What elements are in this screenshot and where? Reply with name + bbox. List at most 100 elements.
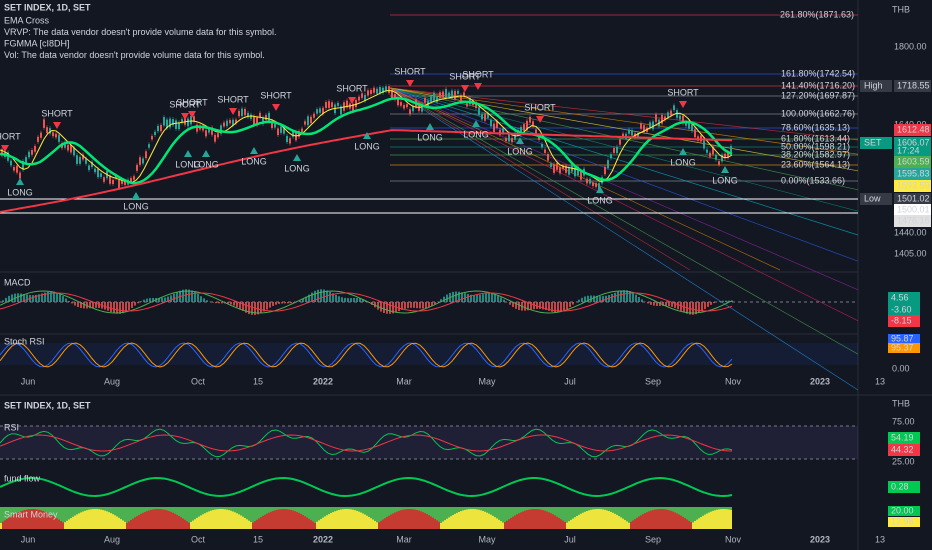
smart-money-bar	[376, 522, 378, 529]
candle	[187, 118, 189, 127]
macd-bar	[290, 302, 292, 304]
smart-money-bar	[200, 515, 202, 529]
candle	[55, 133, 57, 138]
macd-bar	[263, 302, 265, 312]
macd-bar	[362, 299, 364, 302]
smart-money-bar	[124, 507, 126, 529]
macd-bar	[11, 294, 13, 302]
smart-money-bar	[172, 512, 174, 529]
candle	[493, 123, 495, 132]
time-label: Oct	[191, 534, 206, 544]
macd-bar	[245, 302, 247, 313]
macd-bar	[344, 297, 346, 302]
smart-money-bar	[538, 509, 540, 529]
smart-money-bar	[0, 523, 2, 529]
macd-bar	[611, 293, 613, 302]
short-arrow	[229, 108, 237, 115]
smart-money-bar	[568, 521, 570, 529]
candle	[649, 122, 651, 128]
smart-money-bar	[442, 521, 444, 529]
smart-money-bar	[550, 513, 552, 529]
smart-money-bar	[670, 510, 672, 529]
macd-bar	[56, 292, 58, 302]
candle	[508, 133, 510, 142]
candle	[628, 129, 630, 134]
short-signal: SHORT	[462, 69, 494, 79]
candle	[589, 178, 591, 184]
candle	[637, 133, 639, 137]
macd-bar	[311, 292, 313, 302]
smart-money-bar	[38, 509, 40, 529]
smart-money-bar	[108, 512, 110, 529]
smart-money-bar	[548, 512, 550, 529]
candle	[13, 167, 15, 171]
macd-bar	[281, 302, 283, 304]
smart-money-bar	[68, 519, 70, 529]
candle	[724, 153, 726, 159]
macd-bar	[557, 302, 559, 313]
candle	[547, 153, 549, 161]
smart-money-bar	[688, 507, 690, 529]
smart-money-bar	[250, 507, 252, 529]
candle	[460, 95, 462, 103]
macd-bar	[527, 302, 529, 311]
smart-money-bar	[374, 507, 376, 529]
macd-bar	[707, 302, 709, 307]
macd-bar	[92, 302, 94, 308]
smart-money-bar	[522, 511, 524, 529]
macd-bar	[149, 298, 151, 302]
macd-bar	[452, 291, 454, 302]
smart-money-bar	[358, 511, 360, 529]
smart-money-bar	[672, 511, 674, 529]
macd-bar	[359, 298, 361, 302]
macd-bar	[401, 302, 403, 310]
smart-money-bar	[554, 515, 556, 529]
smart-money-bar	[438, 507, 440, 529]
rsi-line	[0, 428, 733, 458]
smart-money-bar	[412, 509, 414, 529]
macd-bar	[509, 302, 511, 305]
smart-money-bar	[572, 518, 574, 529]
smart-money-bar	[4, 507, 6, 529]
short-arrow	[348, 97, 356, 104]
smart-money-bar	[628, 507, 630, 529]
macd-bar	[8, 295, 10, 302]
candle	[115, 175, 117, 179]
smart-money-bar	[48, 513, 50, 529]
smart-money-bar	[564, 521, 566, 529]
smart-money-bar	[580, 513, 582, 529]
value-badge	[888, 304, 920, 316]
smart-money-bar	[536, 509, 538, 529]
smart-money-bar	[374, 520, 376, 529]
smart-money-bar	[342, 509, 344, 529]
macd-bar	[146, 298, 148, 302]
candle	[331, 102, 333, 108]
candle	[214, 134, 216, 142]
candle	[568, 167, 570, 175]
smart-money-bar	[82, 511, 84, 529]
macd-bar	[152, 297, 154, 302]
smart-money-bar	[76, 514, 78, 529]
price-badge-text: 1593.59	[897, 180, 930, 190]
macd-bar	[353, 297, 355, 302]
macd-bar	[524, 302, 526, 311]
smart-money-bar	[0, 507, 2, 529]
short-arrow	[1, 145, 9, 152]
smart-money-bar	[326, 515, 328, 529]
smart-money-bar	[436, 520, 438, 529]
smart-money-bar	[434, 507, 436, 529]
candle	[694, 129, 696, 138]
smart-money-bar	[488, 513, 490, 529]
candle	[550, 163, 552, 168]
fan-line	[389, 87, 859, 322]
smart-money-bar	[560, 519, 562, 529]
smart-money-bar	[118, 517, 120, 529]
smart-money-bar	[724, 509, 726, 529]
smart-money-bar	[114, 515, 116, 529]
short-arrow	[188, 111, 196, 118]
smart-money-bar	[190, 521, 192, 529]
macd-bar	[674, 302, 676, 308]
long-signal: LONG	[354, 141, 380, 151]
smart-money-bar	[302, 515, 304, 529]
smart-money-bar	[422, 512, 424, 529]
